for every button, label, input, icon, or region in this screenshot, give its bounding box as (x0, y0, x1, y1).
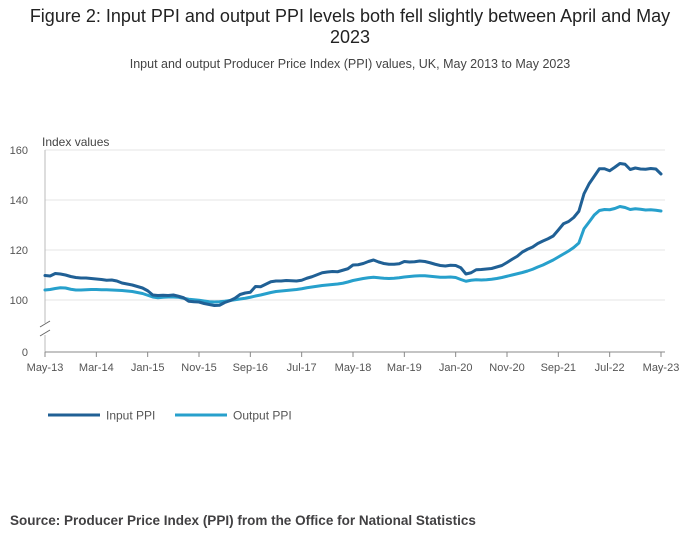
x-tick-label: Nov-20 (489, 362, 524, 374)
x-tick-label: Jul-22 (595, 362, 625, 374)
y-tick-label: 140 (10, 195, 28, 207)
x-tick-label: Mar-19 (387, 362, 422, 374)
x-tick-label: Sep-16 (233, 362, 268, 374)
series-line-output-ppi (43, 205, 663, 304)
y-tick-label: 160 (10, 145, 28, 157)
x-tick-label: Jan-15 (131, 362, 165, 374)
x-tick-label: May-18 (335, 362, 372, 374)
axes: 0 100 120 140 160 Index values May-13 Mar-14 Jan… (10, 135, 680, 374)
x-tick-label: Jul-17 (287, 362, 317, 374)
series-line-input-ppi (43, 162, 663, 307)
x-tick-label: Jan-20 (439, 362, 473, 374)
y-tick-label: 0 (22, 347, 28, 359)
x-tick-label: Mar-14 (79, 362, 114, 374)
y-axis-label: Index values (42, 135, 109, 149)
series-lines (43, 162, 663, 307)
legend-item-input-ppi: Input PPI (48, 409, 155, 423)
legend-label: Input PPI (106, 409, 155, 423)
source-note: Source: Producer Price Index (PPI) from … (10, 513, 476, 528)
x-tick-label: May-13 (27, 362, 64, 374)
legend: Input PPI Output PPI (48, 409, 292, 423)
x-tick-label: May-23 (643, 362, 680, 374)
y-tick-label: 120 (10, 245, 28, 257)
x-tick-label: Sep-21 (541, 362, 576, 374)
gridlines (45, 149, 665, 301)
chart-subtitle: Input and output Producer Price Index (P… (129, 57, 571, 71)
y-tick-label: 100 (10, 295, 28, 307)
axis-break-mark (39, 320, 51, 328)
legend-item-output-ppi: Output PPI (175, 409, 292, 423)
chart-title: Figure 2: Input PPI and output PPI level… (29, 6, 671, 47)
legend-label: Output PPI (233, 409, 292, 423)
axis-break-mark (39, 329, 51, 337)
x-tick-label: Nov-15 (181, 362, 216, 374)
